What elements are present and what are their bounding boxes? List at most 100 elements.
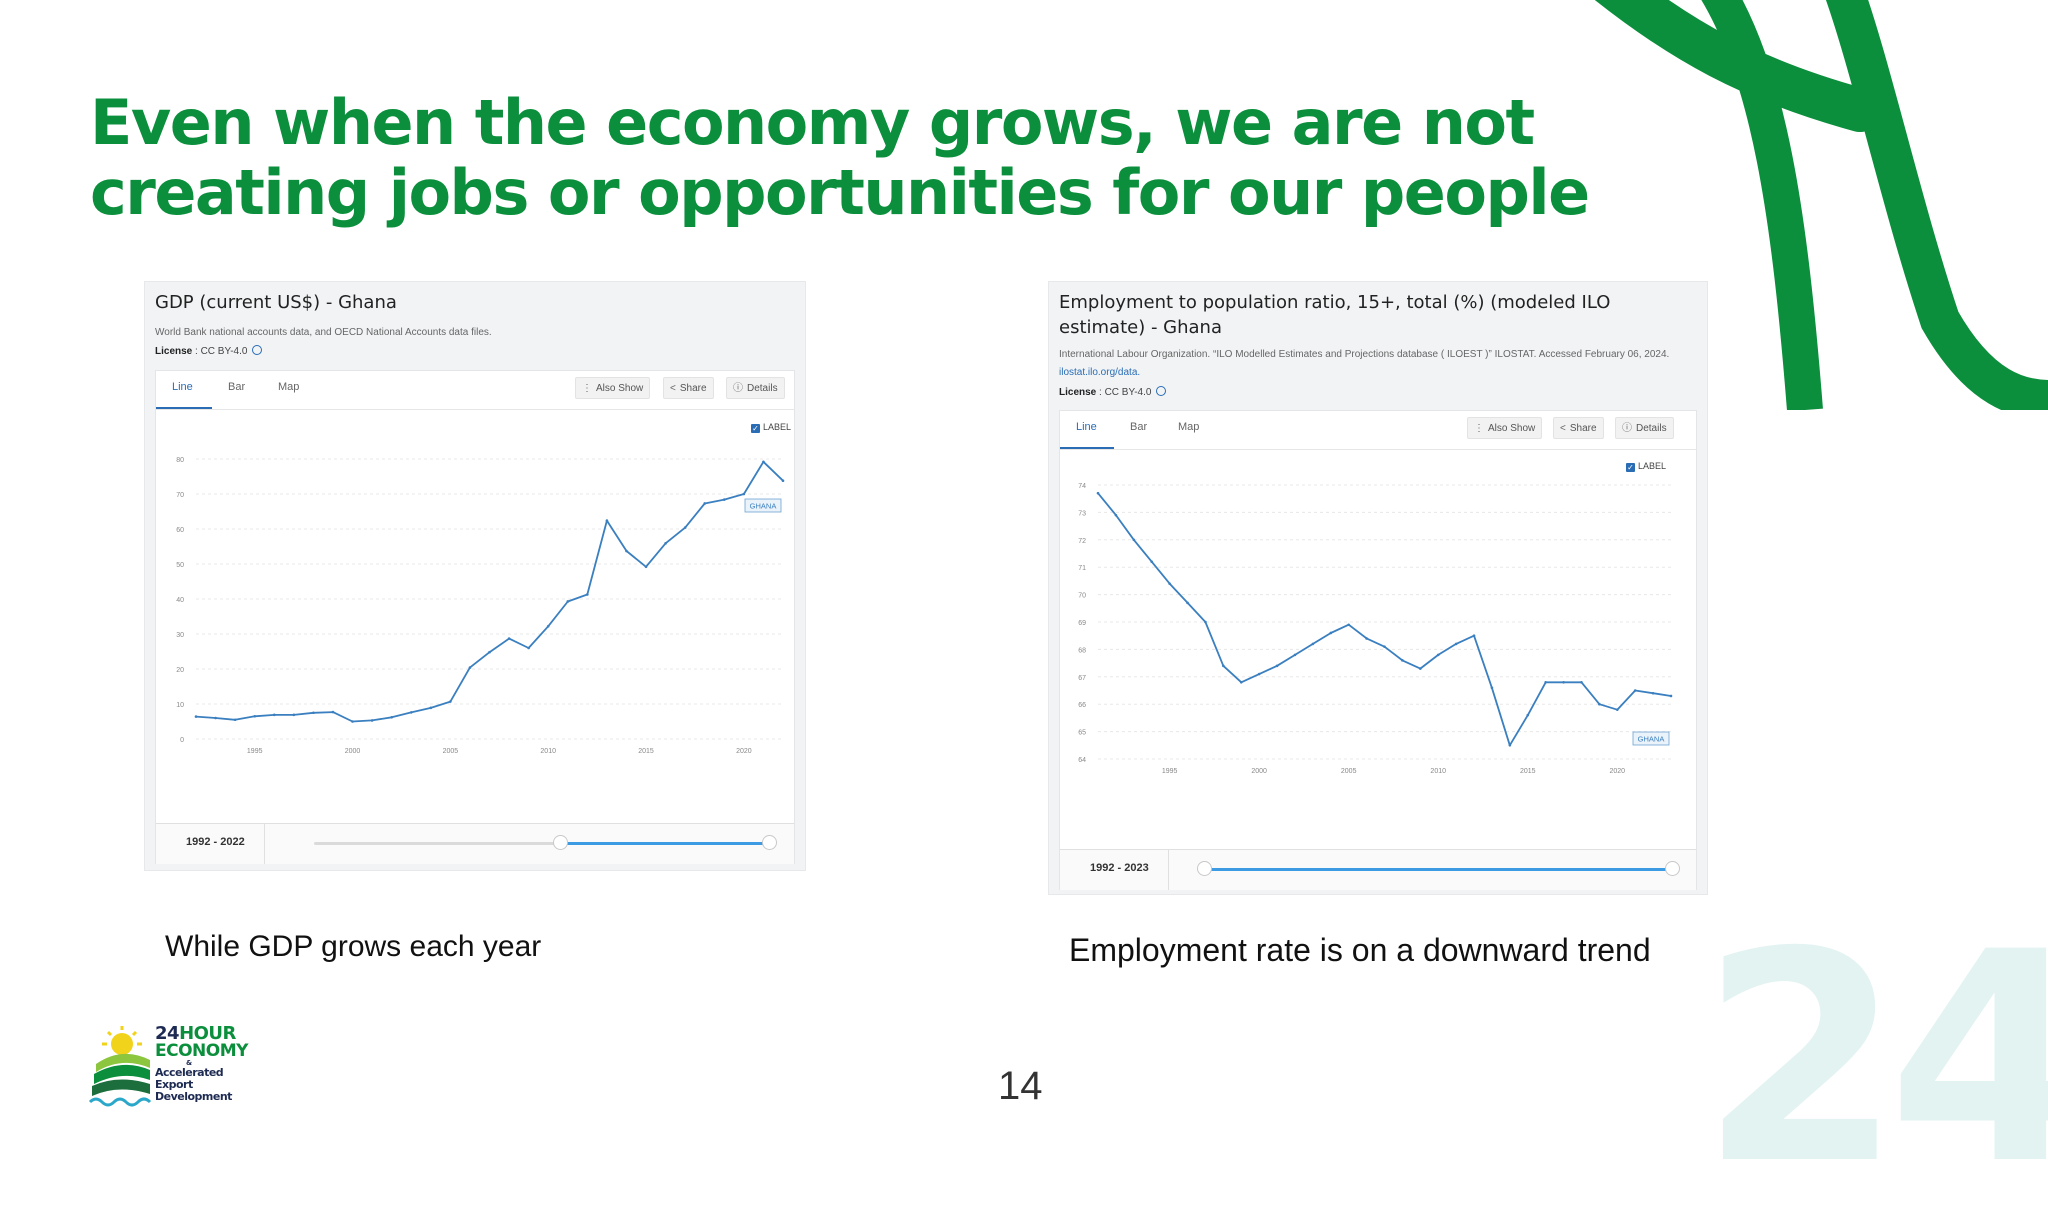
active-tab-indicator — [1060, 447, 1114, 449]
details-button[interactable]: ⓘ Details — [726, 377, 785, 399]
label-toggle[interactable]: ✓ LABEL — [751, 422, 791, 433]
share-button[interactable]: < Share — [663, 377, 714, 399]
data-point — [1544, 680, 1547, 684]
data-point — [1150, 560, 1154, 564]
data-point — [1419, 667, 1422, 670]
y-tick-label: 70 — [1078, 593, 1086, 600]
data-point — [1615, 708, 1619, 711]
y-tick-label: 64 — [1078, 757, 1086, 764]
slider-end-handle[interactable] — [762, 835, 777, 850]
details-button[interactable]: ⓘ Details — [1615, 417, 1674, 439]
data-point — [1365, 637, 1368, 640]
logo-emblem-icon — [88, 1026, 152, 1107]
also-show-label: Also Show — [1488, 423, 1536, 434]
logo-24: 24 — [155, 1023, 180, 1044]
slider-track[interactable] — [314, 842, 769, 845]
chart-card: Line Bar Map ⋮ Also Show < Share ⓘ Details … — [155, 370, 795, 864]
data-point — [351, 720, 354, 723]
gdp-line-chart: 0 10 20 30 40 50 60 70 80 1995 2000 2005 2010 2015 202… — [176, 457, 785, 755]
range-divider — [1168, 850, 1169, 890]
y-tick-label: 69 — [1078, 620, 1086, 627]
x-tick-label: 2000 — [1251, 768, 1267, 775]
slider-end-handle[interactable] — [1665, 861, 1680, 876]
data-point — [664, 542, 667, 545]
share-icon: < — [670, 383, 676, 394]
x-tick-label: 1995 — [247, 748, 263, 755]
tab-line[interactable]: Line — [172, 381, 193, 393]
logo-line5: Development — [155, 1090, 232, 1103]
also-show-label: Also Show — [596, 383, 644, 394]
share-button[interactable]: < Share — [1553, 417, 1604, 439]
data-point — [723, 498, 726, 501]
data-point — [1580, 680, 1583, 684]
tab-line[interactable]: Line — [1076, 421, 1097, 433]
data-point — [625, 549, 628, 553]
slider-start-handle[interactable] — [553, 835, 568, 850]
logo-line1: 24HOUR — [155, 1024, 236, 1044]
data-point — [409, 711, 413, 714]
panel-license: License : CC BY-4.0 — [155, 345, 263, 357]
tab-bar[interactable]: Bar — [228, 381, 246, 393]
data-point — [312, 711, 315, 715]
tab-divider — [156, 409, 794, 410]
data-point — [644, 565, 648, 569]
gdp-caption: While GDP grows each year — [165, 930, 542, 963]
slider-start-handle[interactable] — [1197, 861, 1212, 876]
x-tick-label: 2010 — [540, 748, 556, 755]
logo-amp: & — [186, 1059, 192, 1067]
info-icon[interactable] — [252, 345, 263, 355]
range-bar: 1992 - 2022 — [156, 823, 794, 864]
also-show-button[interactable]: ⋮ Also Show — [575, 377, 651, 399]
source-text: International Labour Organization. “ILO … — [1059, 349, 1670, 360]
tab-map[interactable]: Map — [278, 381, 300, 393]
data-point — [1401, 659, 1404, 662]
data-point — [1329, 631, 1333, 635]
y-tick-label: 20 — [176, 667, 184, 674]
source-link[interactable]: ilostat.ilo.org/data. — [1059, 367, 1141, 378]
y-tick-label: 0 — [180, 737, 184, 744]
y-tick-label: 65 — [1078, 730, 1086, 737]
series-label-box — [1632, 731, 1670, 746]
more-vertical-icon: ⋮ — [582, 383, 592, 394]
license-label: License — [1059, 387, 1097, 398]
data-point — [703, 502, 707, 505]
data-point — [1562, 680, 1565, 684]
info-icon[interactable] — [1156, 386, 1167, 396]
checkbox-checked-icon: ✓ — [751, 424, 760, 433]
data-point — [781, 479, 785, 482]
data-point — [1633, 689, 1637, 692]
data-point — [233, 718, 237, 722]
data-point — [488, 650, 491, 654]
data-point — [586, 593, 589, 596]
logo-hour: HOUR — [179, 1023, 236, 1044]
tab-divider — [1060, 449, 1696, 450]
also-show-button[interactable]: ⋮ Also Show — [1467, 417, 1543, 439]
range-label: 1992 - 2022 — [186, 836, 245, 848]
data-point — [1436, 653, 1440, 657]
data-point — [1598, 702, 1601, 706]
tab-map[interactable]: Map — [1178, 421, 1200, 433]
data-point — [507, 637, 511, 640]
data-point — [742, 492, 746, 496]
24hour-economy-logo: 24HOUR ECONOMY & Accelerated Export Deve… — [88, 1024, 248, 1108]
source-text: World Bank national accounts data, and O… — [155, 327, 492, 338]
x-tick-label: 2005 — [1341, 768, 1357, 775]
range-divider — [264, 824, 265, 864]
slider-fill — [559, 842, 769, 845]
x-tick-label: 2015 — [638, 748, 654, 755]
data-point — [194, 715, 198, 718]
x-tick-label: 2020 — [736, 748, 752, 755]
y-tick-label: 74 — [1078, 483, 1086, 490]
series-label-box — [744, 498, 782, 513]
brand-arc-decoration — [1594, 0, 2048, 410]
data-point — [1508, 744, 1512, 747]
share-icon: < — [1560, 423, 1566, 434]
label-toggle[interactable]: ✓ LABEL — [1626, 461, 1666, 472]
y-tick-label: 67 — [1078, 675, 1086, 682]
tab-bar[interactable]: Bar — [1130, 421, 1148, 433]
data-point — [762, 460, 765, 464]
x-tick-label: 2000 — [345, 748, 361, 755]
data-point — [429, 706, 433, 710]
y-tick-label: 73 — [1078, 510, 1086, 517]
data-point — [1204, 620, 1207, 624]
